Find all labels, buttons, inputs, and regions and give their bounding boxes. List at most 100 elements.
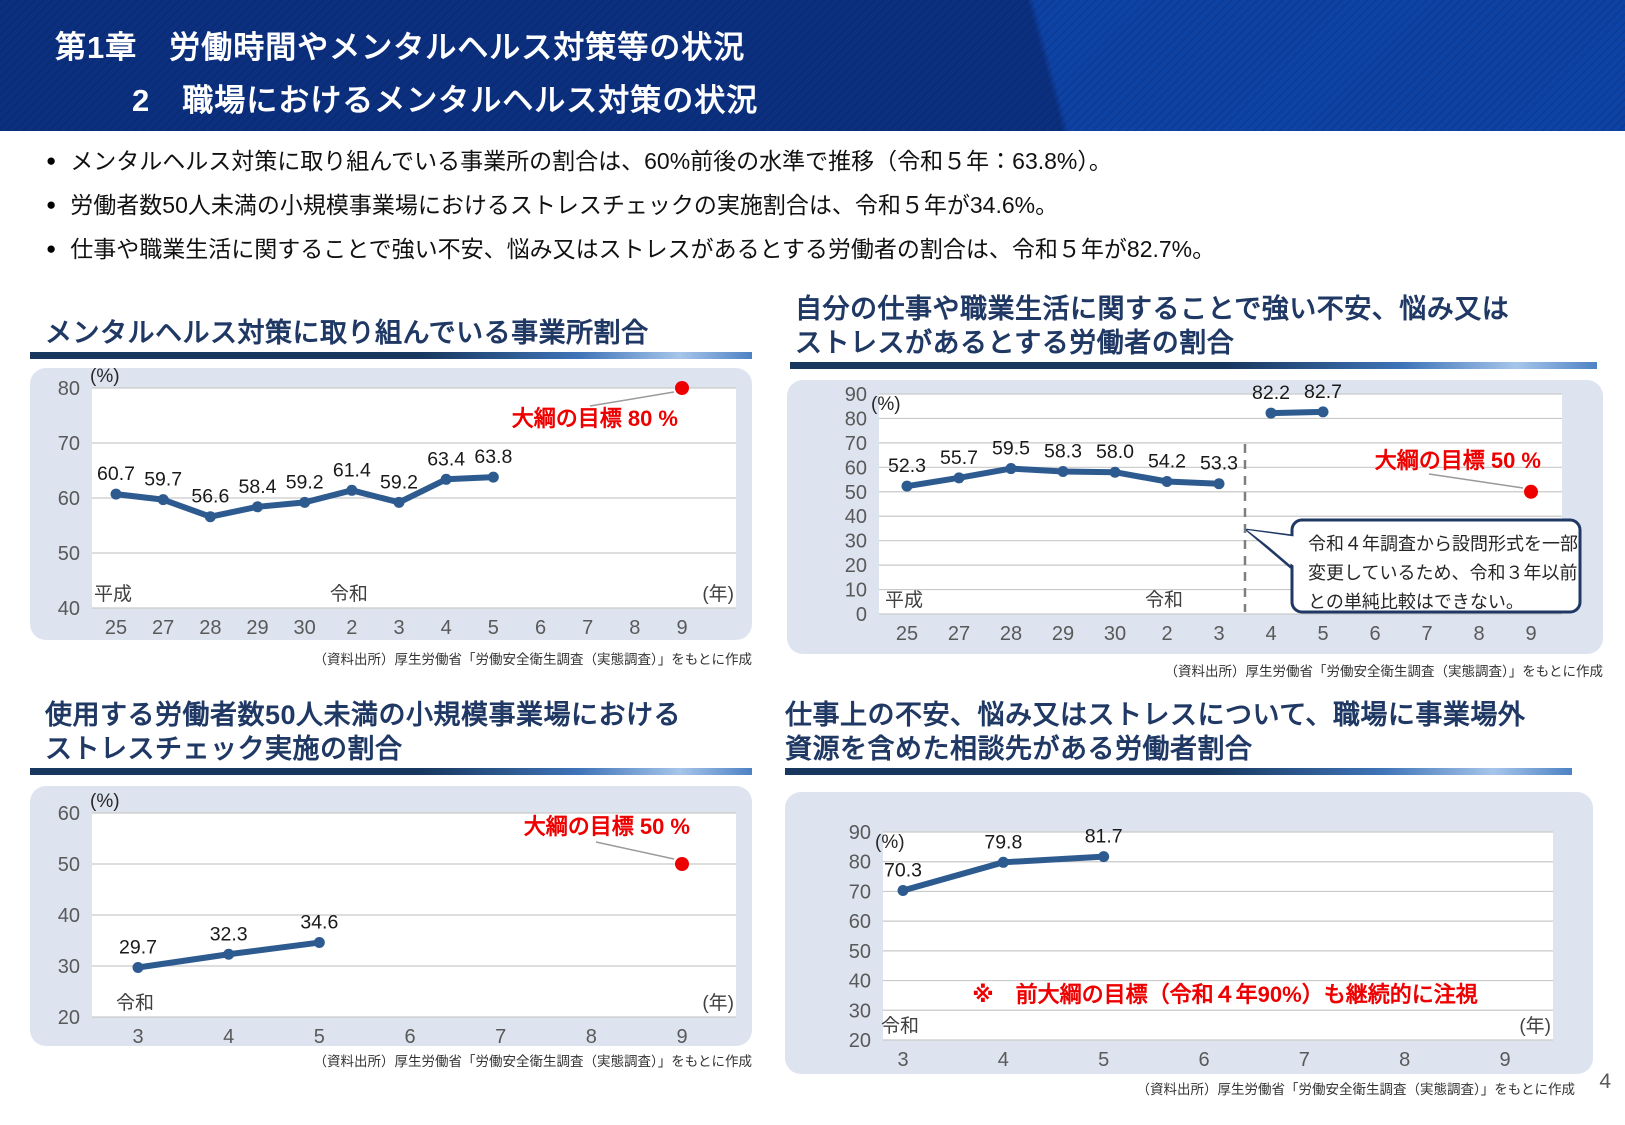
svg-text:59.2: 59.2: [286, 471, 324, 493]
bullet-dot-icon: ●: [46, 195, 57, 214]
svg-text:大綱の目標 50 %: 大綱の目標 50 %: [524, 814, 690, 839]
svg-text:30: 30: [1104, 623, 1126, 645]
svg-text:令和: 令和: [881, 1015, 919, 1037]
svg-text:5: 5: [1098, 1049, 1109, 1071]
svg-text:50: 50: [58, 854, 80, 876]
svg-text:70: 70: [849, 881, 871, 903]
svg-text:63.8: 63.8: [474, 446, 512, 468]
svg-text:50: 50: [58, 543, 80, 565]
svg-text:20: 20: [849, 1030, 871, 1052]
svg-text:令和４年調査から設問形式を一部: 令和４年調査から設問形式を一部: [1308, 534, 1578, 554]
chart-title-stress-check: 使用する労働者数50人未満の小規模事業場における ストレスチェック実施の割合: [45, 688, 755, 766]
svg-text:3: 3: [1213, 623, 1224, 645]
svg-text:50: 50: [845, 482, 867, 504]
svg-text:55.7: 55.7: [940, 447, 978, 469]
svg-text:90: 90: [849, 822, 871, 844]
svg-text:8: 8: [629, 617, 640, 639]
svg-text:5: 5: [1317, 623, 1328, 645]
source-note: （資料出所）厚生労働省「労働安全衛生調査（実態調査）」をもとに作成: [313, 1054, 752, 1069]
svg-text:80: 80: [849, 852, 871, 874]
svg-text:6: 6: [1198, 1049, 1209, 1071]
svg-text:61.4: 61.4: [333, 459, 371, 481]
source-note: （資料出所）厚生労働省「労働安全衛生調査（実態調査）」をもとに作成: [313, 652, 752, 667]
page-number: 4: [1599, 1070, 1611, 1093]
source-note: （資料出所）厚生労働省「労働安全衛生調査（実態調査）」をもとに作成: [1136, 1082, 1575, 1097]
svg-text:29.7: 29.7: [119, 937, 157, 959]
bullet-dot-icon: ●: [46, 151, 57, 170]
svg-text:70.3: 70.3: [884, 860, 922, 882]
svg-text:4: 4: [441, 617, 452, 639]
svg-text:60: 60: [845, 457, 867, 479]
svg-text:82.2: 82.2: [1252, 382, 1290, 404]
svg-text:7: 7: [1299, 1049, 1310, 1071]
svg-text:2: 2: [1161, 623, 1172, 645]
svg-text:3: 3: [132, 1026, 143, 1046]
svg-text:(%): (%): [871, 394, 901, 415]
consultation-line-chart: 20 30 40 50 60 70 80 90 (%) 3 4 5 6 7 8 9 令和 (年) 70.3 79.8 8…: [849, 822, 1553, 1071]
svg-text:27: 27: [948, 623, 970, 645]
svg-text:6: 6: [535, 617, 546, 639]
bullet-item: ● 仕事や職業生活に関することで強い不安、悩み又はストレスがあるとする労働者の割…: [38, 234, 1598, 264]
chart-title-line: 仕事上の不安、悩み又はストレスについて、職場に事業場外: [785, 700, 1526, 730]
svg-text:32.3: 32.3: [210, 923, 248, 945]
svg-text:7: 7: [582, 617, 593, 639]
svg-text:変更しているため、令和３年以前: 変更しているため、令和３年以前: [1308, 563, 1577, 583]
establishments-line-chart: 40 50 60 70 80 (%) 25 27 28 29 30 2 3 4 5 6 7 8 9 平成 令和 (年) 60…: [58, 368, 736, 639]
title-underline: [785, 768, 1572, 775]
header-title-line2: 2 職場におけるメンタルヘルス対策の状況: [132, 83, 759, 118]
svg-text:59.7: 59.7: [144, 469, 182, 491]
svg-text:(%): (%): [90, 368, 120, 387]
svg-text:60: 60: [58, 803, 80, 825]
chart-title-establishments: メンタルヘルス対策に取り組んでいる事業所割合: [45, 272, 755, 350]
svg-text:58.3: 58.3: [1044, 440, 1082, 462]
svg-text:82.7: 82.7: [1304, 381, 1342, 403]
svg-text:53.3: 53.3: [1200, 453, 1238, 475]
svg-text:9: 9: [676, 617, 687, 639]
svg-text:54.2: 54.2: [1148, 451, 1186, 473]
svg-text:81.7: 81.7: [1085, 826, 1123, 848]
svg-text:4: 4: [1265, 623, 1276, 645]
svg-text:(%): (%): [90, 791, 120, 812]
svg-text:令和: 令和: [330, 583, 368, 605]
chart-panel-stress-check: 20 30 40 50 60 (%) 3 4 5 6 7 8 9 令和 (年) 29.7 32.3 34.6 大綱の…: [30, 786, 752, 1046]
svg-text:30: 30: [58, 956, 80, 978]
svg-text:9: 9: [1499, 1049, 1510, 1071]
chart-title-line: ストレスがあるとする労働者の割合: [795, 328, 1235, 358]
svg-text:3: 3: [897, 1049, 908, 1071]
title-underline: [790, 362, 1597, 369]
svg-text:60: 60: [849, 911, 871, 933]
chart-title-line: ストレスチェック実施の割合: [45, 734, 403, 764]
title-underline: [30, 352, 752, 359]
svg-text:(年): (年): [702, 583, 734, 605]
source-note: （資料出所）厚生労働省「労働安全衛生調査（実態調査）」をもとに作成: [1164, 664, 1603, 679]
svg-text:60.7: 60.7: [97, 463, 135, 485]
summary-bullet-list: ● メンタルヘルス対策に取り組んでいる事業所の割合は、60%前後の水準で推移（令…: [38, 146, 1598, 278]
svg-text:79.8: 79.8: [984, 831, 1022, 853]
svg-text:30: 30: [294, 617, 316, 639]
svg-text:9: 9: [676, 1026, 687, 1046]
svg-text:90: 90: [845, 384, 867, 406]
svg-text:20: 20: [845, 555, 867, 577]
svg-text:59.2: 59.2: [380, 471, 418, 493]
svg-text:58.4: 58.4: [239, 476, 277, 498]
title-underline: [30, 768, 752, 775]
svg-text:平成: 平成: [885, 589, 923, 611]
svg-text:59.5: 59.5: [992, 438, 1030, 460]
svg-text:25: 25: [105, 617, 127, 639]
svg-text:56.6: 56.6: [191, 486, 229, 508]
svg-text:9: 9: [1525, 623, 1536, 645]
svg-text:5: 5: [488, 617, 499, 639]
chart-title-worker-stress: 自分の仕事や職業生活に関することで強い不安、悩み又は ストレスがあるとする労働者…: [795, 282, 1605, 360]
svg-text:40: 40: [58, 598, 80, 620]
svg-text:大綱の目標 50 %: 大綱の目標 50 %: [1375, 448, 1541, 473]
svg-text:29: 29: [246, 617, 268, 639]
stress-check-line-chart: 20 30 40 50 60 (%) 3 4 5 6 7 8 9 令和 (年) 29.7 32.3 34.6 大綱の…: [58, 791, 736, 1046]
svg-text:4: 4: [223, 1026, 234, 1046]
svg-text:40: 40: [58, 905, 80, 927]
chart-panel-establishments: 40 50 60 70 80 (%) 25 27 28 29 30 2 3 4 5 6 7 8 9 平成 令和 (年) 60…: [30, 368, 752, 640]
header-title-line1: 第1章 労働時間やメンタルヘルス対策等の状況: [55, 30, 746, 65]
svg-text:平成: 平成: [94, 583, 132, 605]
svg-text:40: 40: [849, 971, 871, 993]
